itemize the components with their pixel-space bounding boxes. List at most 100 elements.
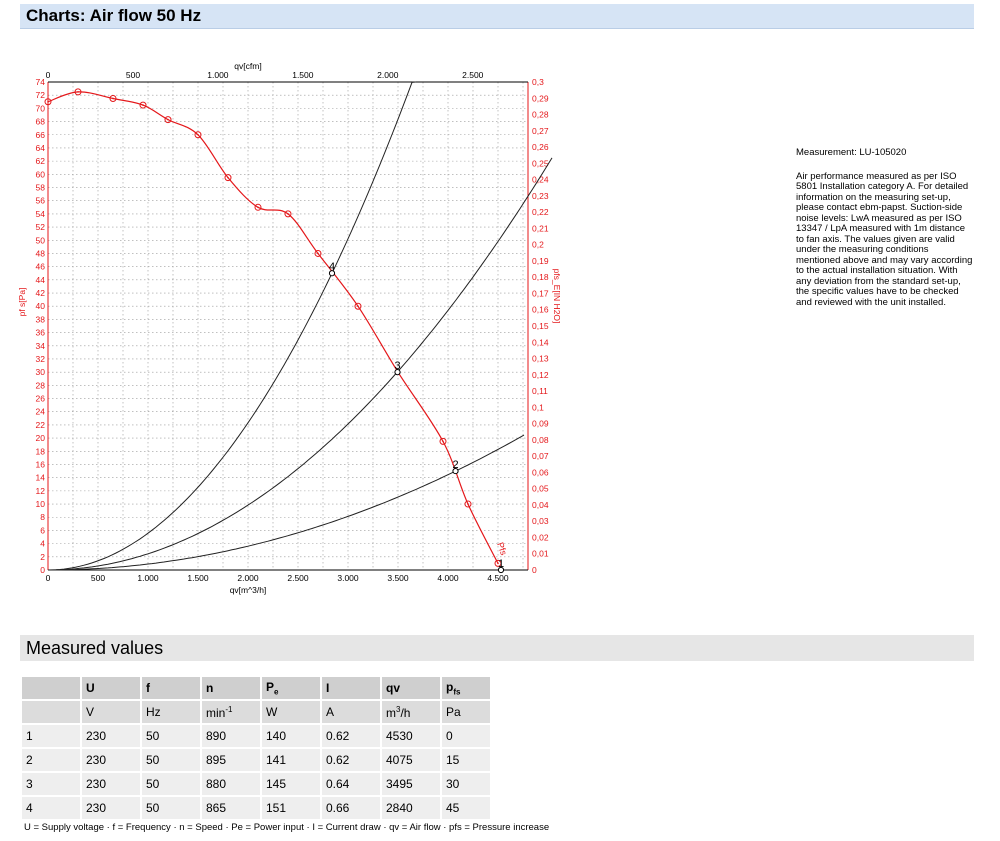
curve-marker <box>44 98 52 106</box>
curve-marker-dot <box>227 176 229 179</box>
x2-tick-label: 0 <box>46 70 51 80</box>
operating-point <box>328 270 336 277</box>
curve-marker <box>354 302 362 310</box>
table-cell: 151 <box>260 797 320 819</box>
y-tick-label: 22 <box>36 420 46 430</box>
curve-marker-dot <box>77 91 79 93</box>
curve-marker <box>254 203 262 211</box>
y2-tick-label: 0,08 <box>532 435 549 445</box>
y-tick-label: 26 <box>36 394 46 404</box>
operating-point <box>394 369 401 376</box>
y2-tick-label: 0,3 <box>532 77 544 87</box>
y-tick-label: 52 <box>36 222 46 232</box>
operating-point <box>452 467 459 475</box>
table-cell: 0 <box>440 725 490 747</box>
y2-tick-label: 0,18 <box>532 272 549 282</box>
x-tick-label: 1.000 <box>137 573 159 583</box>
curve-marker-dot <box>467 503 469 505</box>
y-tick-label: 2 <box>40 552 45 562</box>
table-cell: 0.64 <box>320 773 380 795</box>
y-tick-label: 74 <box>36 77 46 87</box>
curve-marker <box>74 88 82 96</box>
y2-tick-label: 0,21 <box>532 223 549 233</box>
table-cell: 4075 <box>380 749 440 771</box>
curve-marker-dot <box>112 97 114 100</box>
y-tick-label: 12 <box>36 486 46 496</box>
y2-tick-label: 0,07 <box>532 451 549 461</box>
unit-cell: V <box>80 701 140 723</box>
fan-curve-label: Pfs <box>495 541 509 557</box>
table-cell: 880 <box>200 773 260 795</box>
y-tick-label: 6 <box>40 525 45 535</box>
x-tick-label: 1.500 <box>187 573 209 583</box>
curve-marker <box>284 210 292 218</box>
table-cell: 865 <box>200 797 260 819</box>
y2-tick-label: 0,04 <box>532 500 549 510</box>
y-tick-label: 56 <box>36 196 46 206</box>
system-curve-4 <box>47 81 417 571</box>
y-tick-label: 54 <box>36 209 46 219</box>
y-tick-label: 66 <box>36 130 46 140</box>
curve-marker-dot <box>442 440 444 443</box>
curve-marker <box>194 131 202 139</box>
table-cell: 50 <box>140 797 200 819</box>
fan-curve <box>47 91 499 564</box>
table-cell: 50 <box>140 725 200 747</box>
y-tick-label: 36 <box>36 328 46 338</box>
y-tick-label: 0 <box>40 565 45 575</box>
measured-values-title: Measured values <box>26 638 164 658</box>
y-tick-label: 8 <box>40 512 45 522</box>
table-cell: 45 <box>440 797 490 819</box>
y2-tick-label: 0,12 <box>532 370 549 380</box>
unit-cell: Hz <box>140 701 200 723</box>
x-tick-label: 0 <box>46 573 51 583</box>
y-tick-label: 14 <box>36 473 46 483</box>
y2-tick-label: 0,19 <box>532 256 549 266</box>
table-cell: 2 <box>20 749 80 771</box>
curve-marker-dot <box>47 100 49 103</box>
y2-tick-label: 0 <box>532 565 537 575</box>
curve-marker-dot <box>357 305 359 308</box>
table-cell: 4530 <box>380 725 440 747</box>
curve-marker-dot <box>317 252 319 255</box>
y2-tick-label: 0,13 <box>532 354 549 364</box>
legend-footnote: U = Supply voltage · f = Frequency · n =… <box>24 822 550 833</box>
y-tick-label: 64 <box>36 143 46 153</box>
curve-marker <box>224 174 232 182</box>
y2-tick-label: 0,28 <box>532 110 549 120</box>
airflow-chart: 0246810121416182022242628303234363840424… <box>17 61 562 595</box>
unit-cell: A <box>320 701 380 723</box>
y2-tick-label: 0,16 <box>532 305 549 315</box>
table-cell: 1 <box>20 725 80 747</box>
y2-tick-label: 0,27 <box>532 126 549 136</box>
y-tick-label: 28 <box>36 380 46 390</box>
x2-tick-label: 500 <box>126 70 140 80</box>
y2-tick-label: 0,05 <box>532 484 549 494</box>
table-cell: 4 <box>20 797 80 819</box>
y2-tick-label: 0,1 <box>532 402 544 412</box>
unit-cell: W <box>260 701 320 723</box>
x-tick-label: 3.500 <box>387 573 409 583</box>
y2-tick-label: 0,29 <box>532 93 549 103</box>
y-tick-label: 24 <box>36 407 46 417</box>
y2-tick-label: 0,17 <box>532 288 549 298</box>
curve-marker-dot <box>497 562 499 565</box>
system-curve-2 <box>48 434 525 571</box>
x-tick-label: 2.000 <box>237 573 259 583</box>
y2-tick-label: 0,26 <box>532 142 549 152</box>
table-cell: 0.62 <box>320 749 380 771</box>
y-tick-label: 16 <box>36 459 46 469</box>
x2-tick-label: 2.000 <box>377 70 399 80</box>
measurement-id: Measurement: LU-105020 <box>796 147 907 158</box>
unit-cell: Pa <box>440 701 490 723</box>
column-header <box>20 677 80 699</box>
y2-tick-label: 0,15 <box>532 321 549 331</box>
info-text: Air performance measured as per ISO 5801… <box>796 170 973 308</box>
table-cell: 145 <box>260 773 320 795</box>
y2-tick-label: 0,22 <box>532 207 549 217</box>
y-tick-label: 20 <box>36 433 46 443</box>
y2-tick-label: 0,14 <box>532 337 549 347</box>
x2-tick-label: 1.000 <box>207 70 229 80</box>
